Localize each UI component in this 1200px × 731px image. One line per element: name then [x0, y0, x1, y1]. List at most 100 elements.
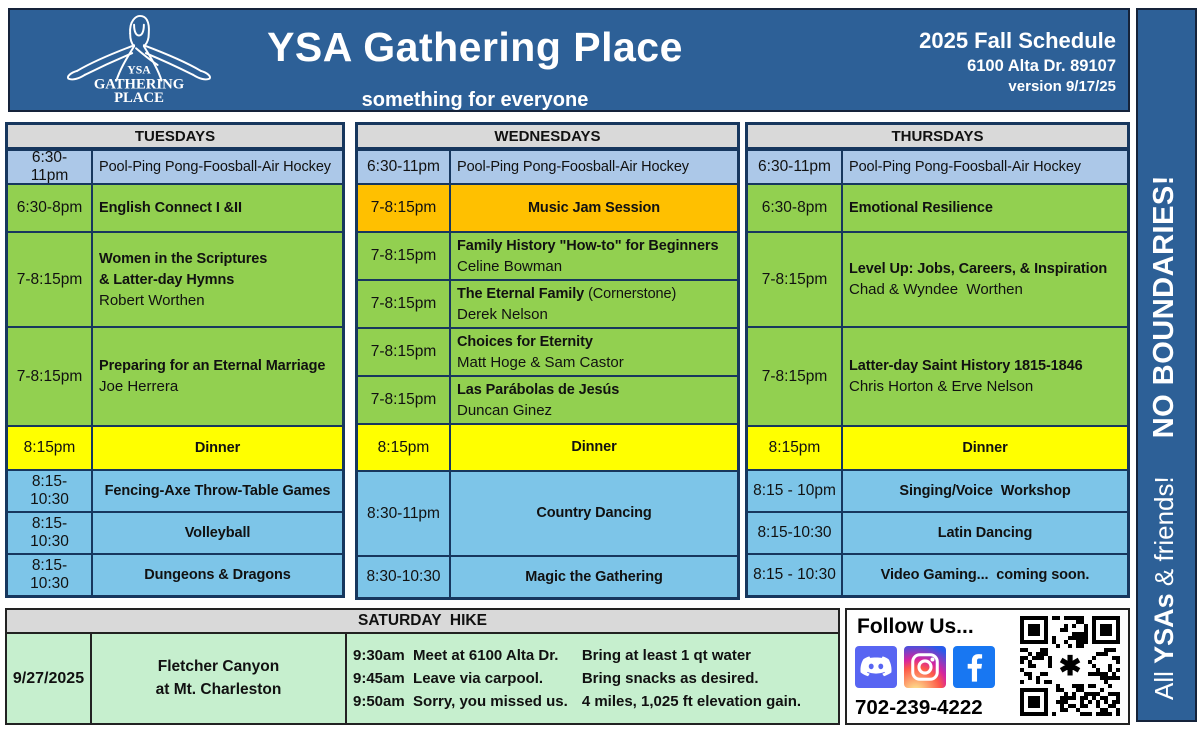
activity-cell: Dungeons & Dragons — [93, 555, 342, 595]
activity-cell: Preparing for an Eternal Marriage Joe Her… — [93, 328, 342, 425]
activity-cell: Pool-Ping Pong-Foosball-Air Hockey — [451, 151, 737, 183]
activity-title: Dinner — [962, 439, 1008, 456]
schedule-title: 2025 Fall Schedule — [919, 28, 1116, 53]
hike-schedule: 9:30am Meet at 6100 Alta Dr. 9:45am Leave… — [353, 644, 568, 714]
activity-title: Dinner — [194, 439, 241, 456]
time-cell: 7-8:15pm — [358, 185, 451, 231]
schedule-row: 6:30-8pm English Connect I &II — [8, 183, 342, 231]
hike-note-line: Bring snacks as desired. — [581, 669, 759, 687]
presenter-name: Derek Nelson — [457, 305, 548, 323]
presenter-name: Robert Worthen — [99, 291, 205, 309]
time-cell: 7-8:15pm — [358, 377, 451, 423]
schedule-row: 8:15- 10:30 Dungeons & Dragons — [8, 553, 342, 595]
follow-us-box: Follow Us... 702-239-4222 ✱ — [845, 608, 1130, 725]
activity-title: Pool-Ping Pong-Foosball-Air Hockey — [99, 158, 331, 175]
activity-title: Latin Dancing — [937, 524, 1033, 541]
schedule-row: 8:15- 10:30 Volleyball — [8, 511, 342, 553]
discord-icon[interactable] — [855, 646, 897, 688]
activity-cell: Country Dancing — [451, 472, 737, 555]
schedule-row: 8:15pm Dinner — [358, 423, 737, 470]
logo-text-gathering: GATHERING — [94, 76, 185, 92]
schedule-row: 6:30-8pm Emotional Resilience — [748, 183, 1127, 231]
activity-title: Singing/Voice Workshop — [899, 482, 1071, 499]
activity-title: The Eternal Family (Cornerstone) — [457, 285, 677, 302]
hike-note-line: Bring at least 1 qt water — [581, 646, 752, 664]
schedule-row: 7-8:15pm The Eternal Family (Cornerstone)… — [358, 279, 737, 327]
schedule-row: 8:15 - 10:30 Video Gaming... coming soon. — [748, 553, 1127, 595]
activity-cell: Emotional Resilience — [843, 185, 1127, 231]
activity-cell: Volleyball — [93, 513, 342, 553]
hike-notes: Bring at least 1 qt water Bring snacks as… — [582, 644, 801, 714]
hike-note-line: 4 miles, 1,025 ft elevation gain. — [581, 693, 802, 711]
phone-number[interactable]: 702-239-4222 — [855, 696, 983, 719]
activity-cell: Women in the Scriptures & Latter-day Hym… — [93, 233, 342, 326]
time-cell: 7-8:15pm — [748, 328, 843, 425]
day-header: THURSDAYS — [748, 125, 1127, 149]
activity-cell: Dinner — [843, 427, 1127, 469]
activity-title: Video Gaming... coming soon. — [880, 566, 1090, 583]
vertical-banner: All YSAs & friends! NO BOUNDARIES! — [1136, 8, 1197, 722]
time-cell: 7-8:15pm — [358, 281, 451, 327]
day-table-tuesdays: TUESDAYS 6:30- 11pm Pool-Ping Pong-Foosbal… — [5, 122, 345, 598]
activity-title: Family History "How-to" for Beginners — [457, 237, 719, 254]
activity-cell: Magic the Gathering — [451, 557, 737, 597]
schedule-row: 7-8:15pm Women in the Scriptures & Latter… — [8, 231, 342, 326]
activity-cell: Latter-day Saint History 1815-1846 Chris … — [843, 328, 1127, 425]
activity-title: Emotional Resilience — [849, 199, 993, 216]
schedule-row: 7-8:15pm Preparing for an Eternal Marriag… — [8, 326, 342, 425]
hike-location: Fletcher Canyon at Mt. Charleston — [92, 634, 347, 723]
header-banner: YSA GATHERING PLACE YSA Gathering Place … — [8, 8, 1130, 112]
schedule-row: 7-8:15pm Latter-day Saint History 1815-18… — [748, 326, 1127, 425]
time-cell: 7-8:15pm — [8, 233, 93, 326]
activity-cell: Video Gaming... coming soon. — [843, 555, 1127, 595]
address: 6100 Alta Dr. 89107 — [967, 56, 1116, 75]
page-title: YSA Gathering Place — [267, 24, 683, 70]
activity-cell: Choices for Eternity Matt Hoge & Sam Cast… — [451, 329, 737, 375]
day-header: TUESDAYS — [8, 125, 342, 149]
instagram-icon[interactable] — [904, 646, 946, 688]
page-subtitle: something for everyone — [361, 89, 589, 111]
time-cell: 8:15- 10:30 — [8, 513, 93, 553]
activity-cell: Family History "How-to" for Beginners Cel… — [451, 233, 737, 279]
activity-cell: Singing/Voice Workshop — [843, 471, 1127, 511]
hike-row: 9/27/2025 Fletcher Canyon at Mt. Charles… — [7, 634, 838, 723]
activity-cell: Latin Dancing — [843, 513, 1127, 553]
time-cell: 8:15 - 10pm — [748, 471, 843, 511]
follow-us-title: Follow Us... — [857, 615, 974, 638]
hike-details: 9:30am Meet at 6100 Alta Dr. 9:45am Leave… — [347, 634, 838, 723]
activity-cell: Dinner — [93, 427, 342, 469]
activity-title: Choices for Eternity — [457, 333, 593, 350]
activity-cell: The Eternal Family (Cornerstone) Derek Ne… — [451, 281, 737, 327]
facebook-icon[interactable] — [953, 646, 995, 688]
qr-code[interactable]: ✱ — [1020, 616, 1120, 716]
time-cell: 8:15pm — [748, 427, 843, 469]
activity-title: English Connect I &II — [99, 199, 242, 216]
activity-title: Pool-Ping Pong-Foosball-Air Hockey — [457, 158, 689, 175]
activity-title: Women in the Scriptures & Latter-day Hym… — [99, 250, 268, 288]
ysa-gathering-place-logo: YSA GATHERING PLACE — [66, 14, 211, 106]
presenter-name: Duncan Ginez — [457, 401, 553, 419]
schedule-row: 6:30- 11pm Pool-Ping Pong-Foosball-Air Ho… — [8, 149, 342, 183]
presenter-name: Matt Hoge & Sam Castor — [457, 353, 624, 371]
schedule-row: 8:15 - 10pm Singing/Voice Workshop — [748, 469, 1127, 511]
day-table-wednesdays: WEDNESDAYS 6:30-11pm Pool-Ping Pong-Foosba… — [355, 122, 740, 600]
logo-text-place: PLACE — [114, 90, 164, 106]
activity-title: Fencing-Axe Throw-Table Games — [104, 482, 331, 499]
time-cell: 8:15- 10:30 — [8, 555, 93, 595]
presenter-name: Celine Bowman — [457, 257, 563, 275]
hike-schedule-line: 9:50am Sorry, you missed us. — [353, 693, 568, 711]
time-cell: 8:30-10:30 — [358, 557, 451, 597]
activity-title: Dungeons & Dragons — [144, 566, 291, 583]
presenter-name: Chris Horton & Erve Nelson — [849, 378, 1034, 396]
schedule-info: 2025 Fall Schedule 6100 Alta Dr. 89107 v… — [919, 27, 1116, 96]
activity-cell: Dinner — [451, 425, 737, 470]
time-cell: 7-8:15pm — [358, 233, 451, 279]
activity-title: Country Dancing — [536, 505, 652, 522]
schedule-row: 8:15- 10:30 Fencing-Axe Throw-Table Games — [8, 469, 342, 511]
activity-title: Volleyball — [184, 524, 251, 541]
schedule-row: 7-8:15pm Level Up: Jobs, Careers, & Inspi… — [748, 231, 1127, 326]
schedule-row: 8:30-11pm Country Dancing — [358, 470, 737, 555]
day-header: WEDNESDAYS — [358, 125, 737, 149]
schedule-row: 7-8:15pm Family History "How-to" for Begi… — [358, 231, 737, 279]
social-icons — [855, 646, 995, 688]
